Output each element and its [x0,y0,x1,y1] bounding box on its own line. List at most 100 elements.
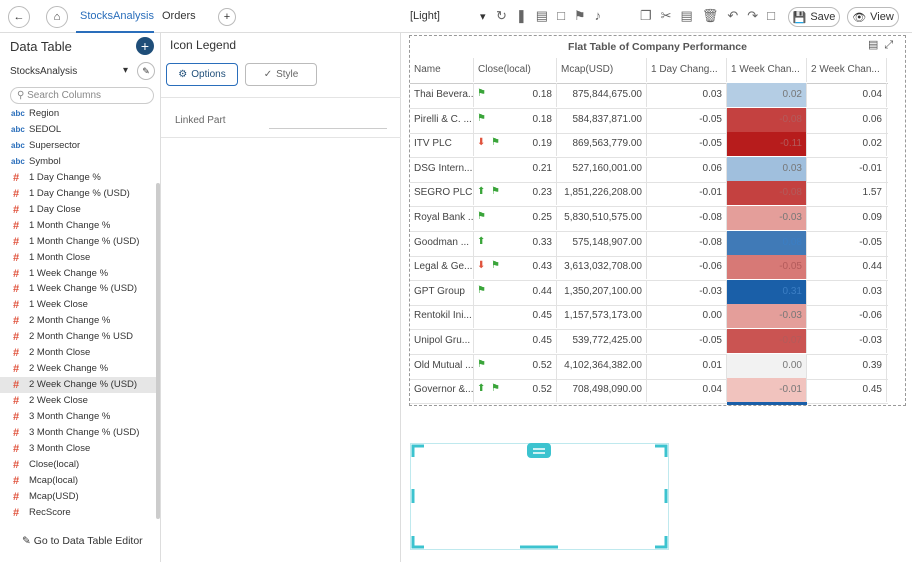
theme-select[interactable]: [Light] ▾ [410,10,490,23]
column-item[interactable]: abc SEDOL [0,122,156,138]
value-cell: 0.18 [474,83,557,107]
column-item[interactable]: # Mcap(local) [0,473,156,489]
value-cell: -0.08 [647,230,727,255]
column-item[interactable]: #3 Month Change % [0,409,156,425]
header-cell[interactable]: 1 Day Chang... [647,58,727,82]
column-type: abc [11,109,25,118]
column-type: # [13,331,20,344]
add-tab-button[interactable]: + [218,8,236,26]
column-name: 3 Month Close [29,442,91,454]
table-row: Goodman ... 0.33 575,148,907.00 -0.08 0.08 -0… [410,230,888,257]
value-cell: -0.03 [727,206,807,230]
column-item[interactable]: # RecScore [0,505,156,521]
value-cell: -0.11 [727,132,807,157]
column-name: 2 Week Change % [29,363,109,375]
value-cell: 0.00 [727,353,807,378]
name-cell: Legal & Ge... [410,255,474,280]
header-cell[interactable]: Name [410,58,474,82]
value-cell: 0.03 [727,156,807,181]
column-item[interactable]: abc Supersector [0,138,156,154]
dropdown-arrow: ▾ [480,11,486,23]
column-type: # [13,506,20,519]
back-button[interactable]: ← [8,6,30,28]
value-cell: 0.09 [807,206,887,230]
header-cell[interactable]: 1 Week Chan... [727,58,807,82]
style-tab[interactable]: ✓ Style [245,63,317,86]
options-tab[interactable]: ⚙ Options [166,63,238,86]
value-cell: -0.05 [647,132,727,157]
value-cell: 0.08 [727,230,807,255]
column-name: 2 Month Close [29,347,91,359]
column-item[interactable]: abc Region [0,106,156,122]
options-label: Options [191,69,226,80]
column-item[interactable]: #1 Month Change % (USD) [0,234,156,250]
column-name: 1 Day Change % [29,171,101,183]
home-button[interactable]: ⌂ [46,6,68,28]
value-cell: 0.52 [474,378,557,403]
edit-button[interactable]: ✎ [137,62,155,80]
column-item[interactable]: #3 Month Change % (USD) [0,425,156,441]
column-item[interactable]: # Mcap(USD) [0,489,156,505]
value-cell: 0.45 [807,378,887,403]
column-name: 3 Month Change % (USD) [29,427,140,438]
column-item[interactable]: #2 Month Change % [0,313,156,329]
column-item[interactable]: #2 Month Change % USD [0,329,156,345]
view-button[interactable]: 👁 View [847,7,899,27]
header-cell[interactable]: 2 Week Chan... [807,58,887,82]
table-row: Rentokil Ini... 0.45 1,157,573,173.00 0.00-… [410,304,888,331]
value-cell: 584,837,871.00 [557,107,647,132]
value-cell: -0.01 [647,181,727,206]
save-button[interactable]: 💾 Save [788,7,840,27]
add-button[interactable]: + [136,37,154,55]
value-cell: 875,844,675.00 [557,83,647,107]
name-cell: Royal Bank ... [410,206,474,230]
view-label: View [870,11,894,23]
column-item[interactable]: #2 Week Change % [0,361,156,377]
column-item[interactable]: #1 Month Close [0,250,156,266]
column-item[interactable]: #1 Week Change % [0,266,156,282]
dataset-select[interactable]: StocksAnalysis [10,66,78,77]
column-name: Symbol [29,155,61,167]
column-item[interactable]: #2 Month Close [0,345,156,361]
column-item[interactable]: #1 Week Change % (USD) [0,281,156,297]
search-placeholder: Search Columns [27,90,102,101]
data-panel: Data Table + StocksAnalysis ▾ ✎ ⚲ Search… [0,33,161,562]
icon-flag: ⚑ [477,284,486,296]
value-cell: 539,772,425.00 [557,329,647,353]
column-item[interactable]: abc Symbol [0,154,156,170]
column-type: # [13,490,20,503]
part-icons: ▤⤢ [868,39,900,51]
divider [161,97,401,98]
column-item[interactable]: #2 Week Change % (USD) [0,377,156,394]
header-cell[interactable]: Mcap(USD) [557,58,647,82]
icon-up: ⬆ [477,383,486,395]
column-item[interactable]: #2 Week Close [0,393,156,409]
table-part: Flat Table of Company Performance ▤⤢ Nam… [409,35,906,406]
column-type: # [13,411,20,424]
column-item[interactable]: # Close(local) [0,457,156,473]
column-name: 1 Day Change % (USD) [29,187,130,199]
column-item[interactable]: #3 Month Close [0,441,156,457]
column-type: # [13,379,20,392]
column-item[interactable]: #1 Month Change % [0,218,156,234]
column-item[interactable]: #1 Day Change % (USD) [0,186,156,202]
column-type: # [13,251,20,264]
scrollbar [156,183,160,519]
tab[interactable]: StocksAnalysis [80,10,154,22]
name-cell: ITV PLC [410,132,474,157]
column-type: # [13,219,20,232]
field-input[interactable] [269,128,387,129]
column-item[interactable]: #1 Day Close [0,202,156,218]
column-item[interactable]: #1 Day Change % [0,170,156,186]
header-cell[interactable]: Close(local) [474,58,557,82]
column-item[interactable]: #1 Week Close [0,297,156,313]
search-box[interactable]: ⚲ Search Columns [10,87,154,104]
scroll-indicator [727,402,807,405]
editor-link[interactable]: ✎ Go to Data Table Editor [22,535,143,547]
column-name: 1 Day Close [29,203,81,215]
value-cell: -0.08 [727,181,807,206]
table-row: Pirelli & C. ... 0.18 584,837,871.00 -0.05-… [410,107,888,134]
header-row: Name Close(local) Mcap(USD) 1 Day Chang... 1… [410,58,888,84]
tab[interactable]: Orders [162,10,196,22]
value-cell: 3,613,032,708.00 [557,255,647,280]
